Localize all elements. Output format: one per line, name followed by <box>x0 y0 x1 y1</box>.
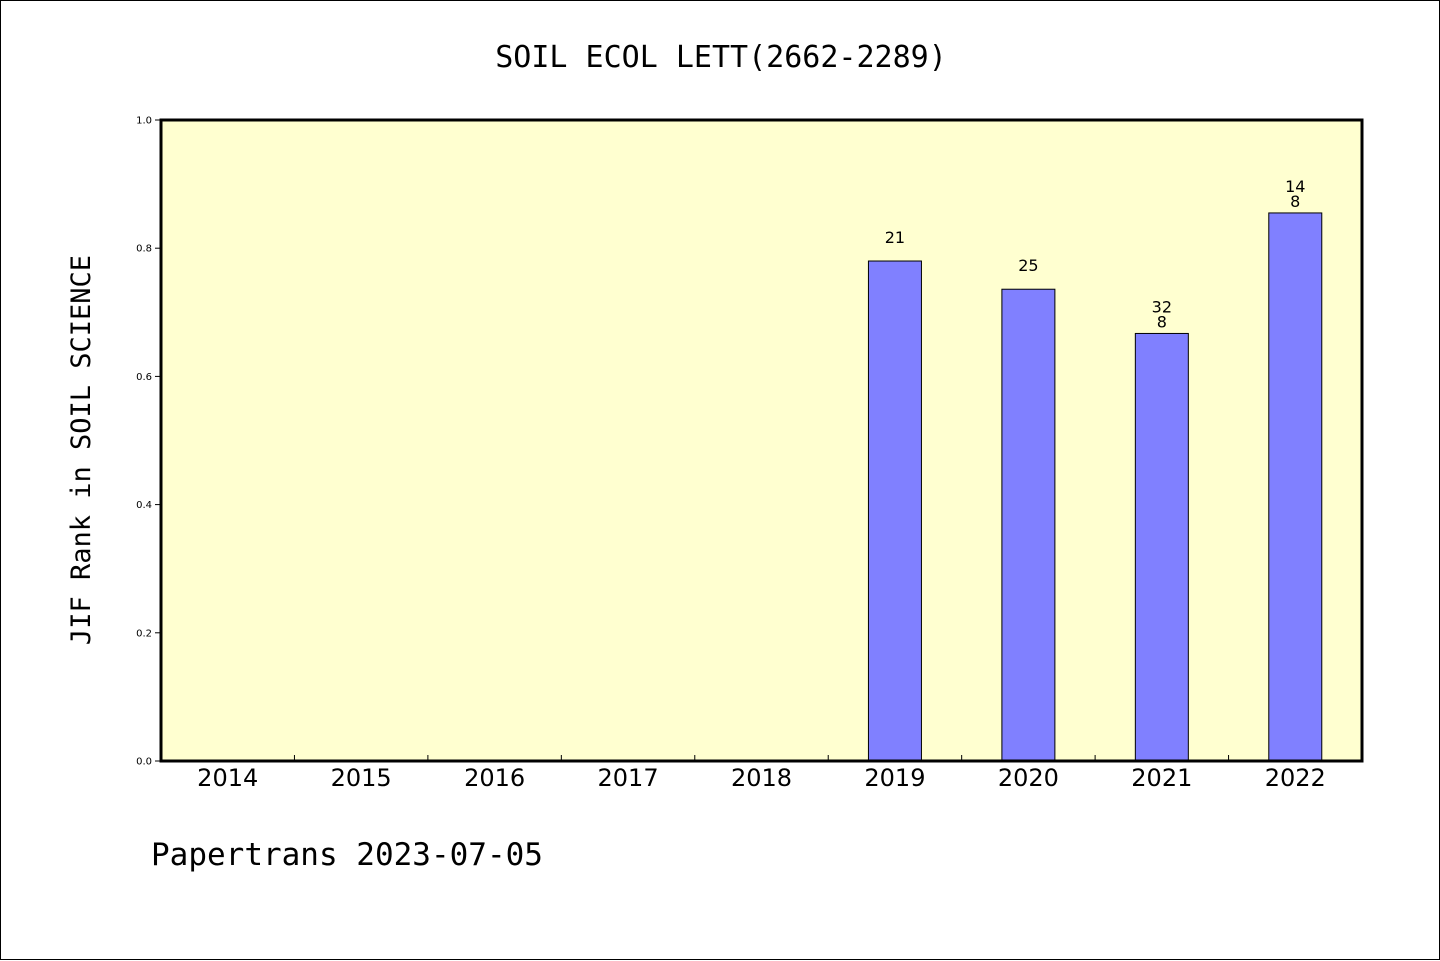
plot-border <box>159 118 1364 763</box>
bar-value-label: 14 <box>1285 177 1305 196</box>
bar-2022 <box>1268 212 1323 762</box>
x-tick-label: 2017 <box>598 764 659 792</box>
x-tick-label: 2018 <box>731 764 792 792</box>
y-tick-label: 0.4 <box>136 500 152 511</box>
x-axis-ticks: 2014 2015 2016 2017 2018 2019 2020 2021 2022 <box>197 755 1326 792</box>
x-tick-label: 2014 <box>197 764 258 792</box>
bar-2020 <box>1001 288 1056 762</box>
bars-layer <box>867 212 1323 762</box>
x-tick-label: 2020 <box>998 764 1059 792</box>
bar-value-label: 21 <box>885 228 905 247</box>
y-tick-label: 1.0 <box>136 116 152 127</box>
x-tick-label: 2019 <box>864 764 925 792</box>
chart-title: SOIL ECOL LETT(2662-2289) <box>495 40 947 75</box>
x-tick-label: 2021 <box>1131 764 1192 792</box>
y-axis-ticks: 0.0 0.2 0.4 0.6 0.8 1.0 <box>136 116 161 768</box>
y-axis-label: JIF Rank in SOIL SCIENCE <box>66 255 97 645</box>
x-tick-label: 2015 <box>331 764 392 792</box>
y-tick-label: 0.0 <box>136 757 152 768</box>
x-tick-label: 2016 <box>464 764 525 792</box>
bar-2019 <box>867 260 922 762</box>
bar-value-label: 8 <box>1290 192 1300 211</box>
bar-value-label: 32 <box>1152 297 1172 316</box>
y-tick-label: 0.2 <box>136 628 152 639</box>
y-tick-label: 0.8 <box>136 244 152 255</box>
bar-2021 <box>1134 332 1189 762</box>
y-tick-label: 0.6 <box>136 372 152 383</box>
bar-value-label: 25 <box>1018 256 1038 275</box>
bar-value-label: 8 <box>1157 312 1167 331</box>
footer-text: Papertrans 2023-07-05 <box>151 837 543 873</box>
x-tick-label: 2022 <box>1265 764 1326 792</box>
